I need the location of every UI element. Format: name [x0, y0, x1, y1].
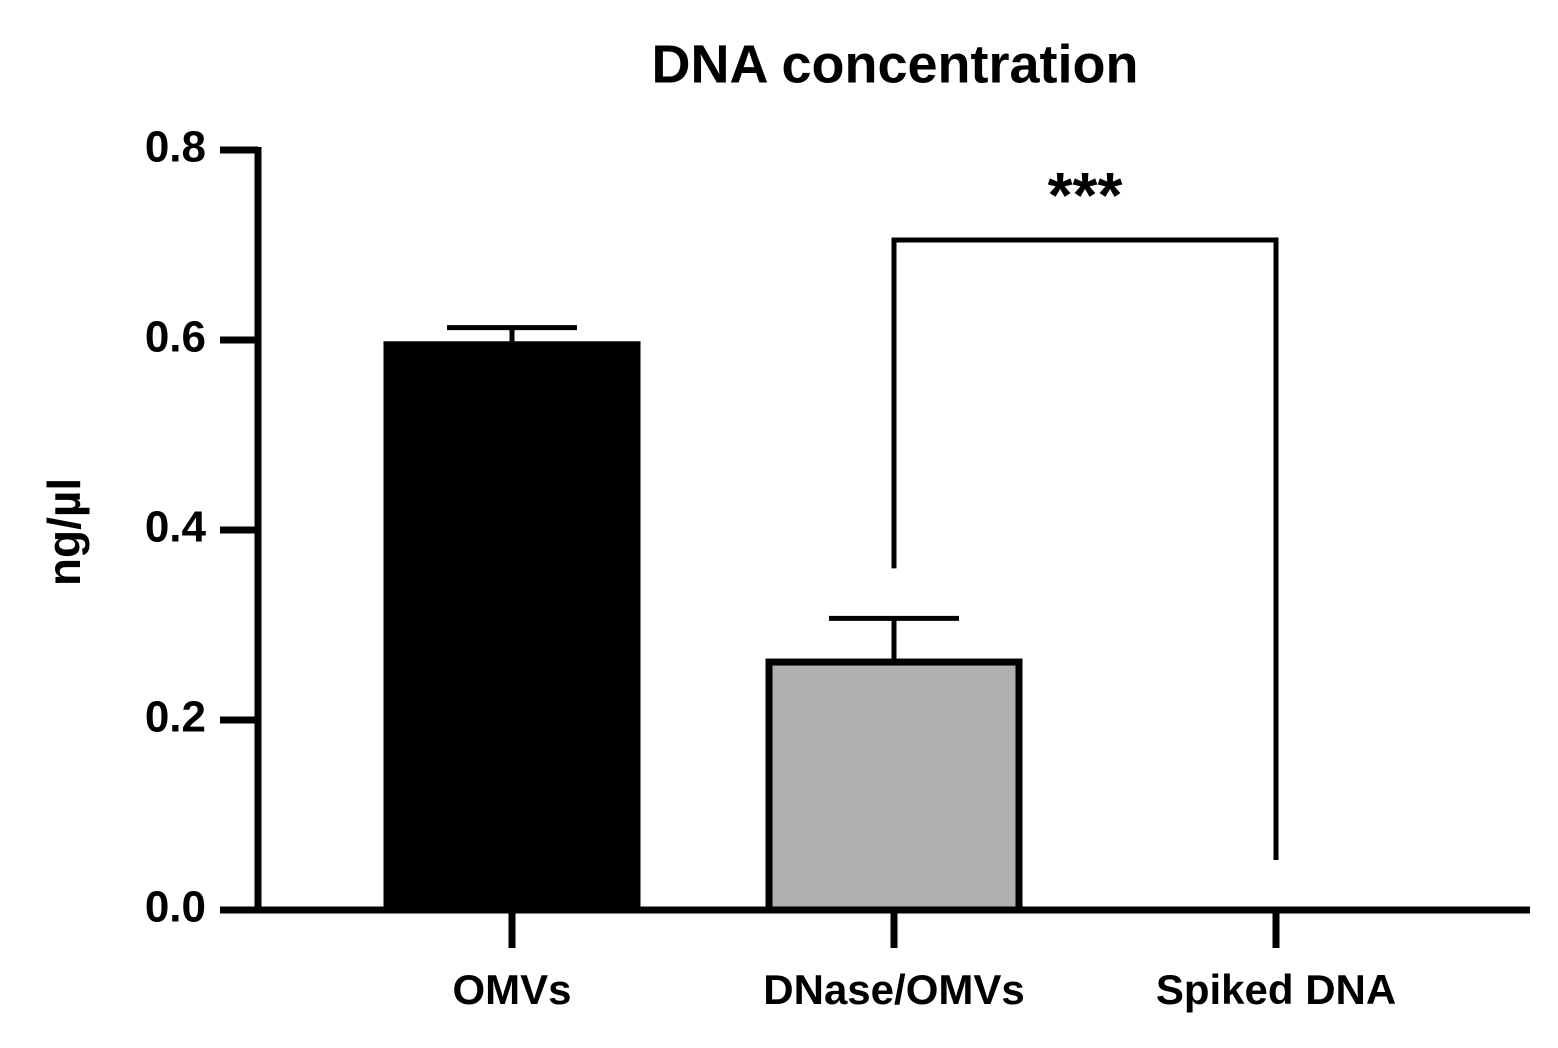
x-tick-label: DNase/OMVs [763, 966, 1024, 1013]
x-tick-label: Spiked DNA [1156, 966, 1396, 1013]
y-axis-label: ng/µl [38, 478, 90, 586]
bar [765, 658, 1023, 914]
y-tick-label: 0.6 [145, 313, 206, 362]
y-tick-label: 0.2 [145, 693, 206, 742]
significance-bracket [891, 237, 1279, 860]
y-tick-label: 0.8 [145, 123, 206, 172]
significance-label: *** [1048, 159, 1123, 231]
x-tick-label: OMVs [452, 966, 571, 1013]
bar [383, 341, 641, 914]
chart-title: DNA concentration [651, 34, 1138, 94]
y-tick-label: 0.4 [145, 503, 207, 552]
y-tick-label: 0.0 [145, 883, 206, 932]
